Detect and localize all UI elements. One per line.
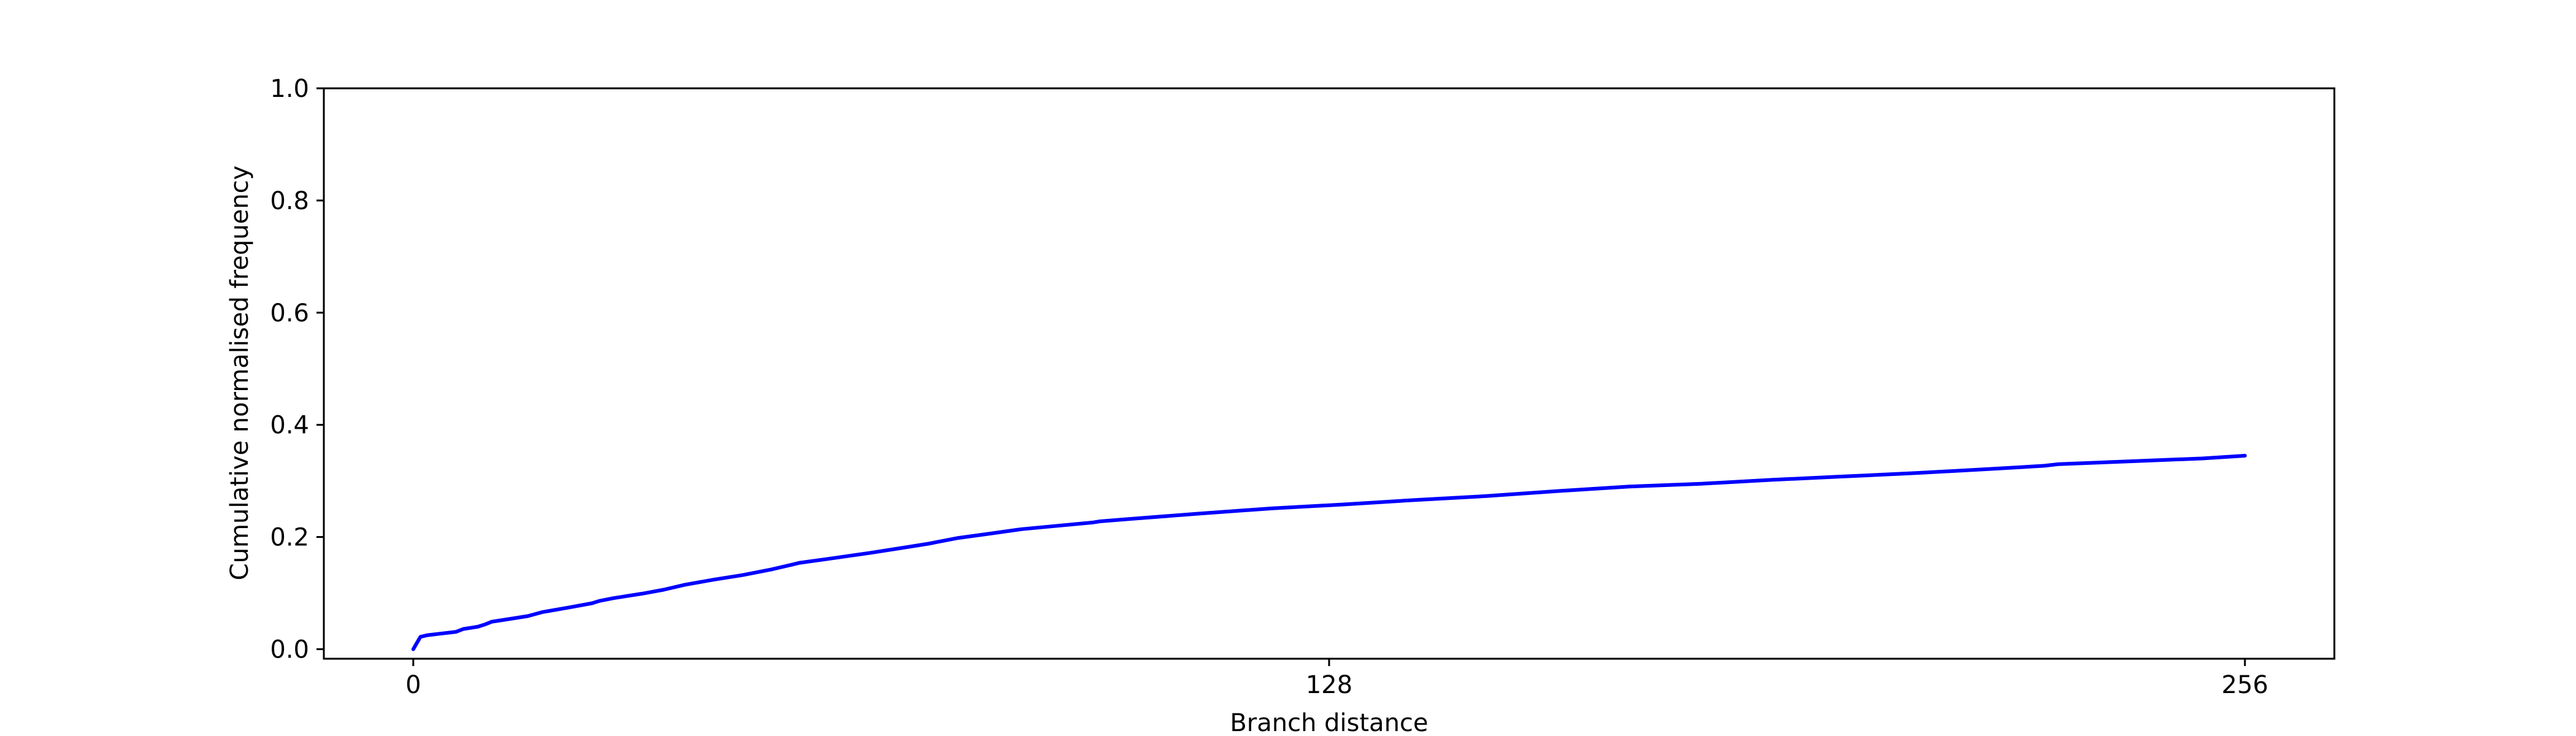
y-tick-label: 0.0 bbox=[270, 635, 309, 664]
y-tick-label: 0.6 bbox=[270, 299, 309, 328]
x-tick-label: 0 bbox=[405, 671, 421, 699]
plot-frame bbox=[323, 87, 2336, 660]
y-tick-label: 0.4 bbox=[270, 412, 309, 440]
y-axis-label: Cumulative normalised frequency bbox=[226, 166, 254, 580]
plot-area bbox=[411, 454, 2247, 651]
cumulative-frequency-line bbox=[411, 454, 2247, 651]
y-tick-label: 1.0 bbox=[270, 75, 309, 103]
x-axis: 0 128 256 bbox=[405, 659, 2268, 699]
y-tick-label: 0.8 bbox=[270, 187, 309, 215]
y-axis: 0.0 0.2 0.4 0.6 0.8 1.0 bbox=[270, 75, 324, 664]
x-tick-label: 256 bbox=[2221, 671, 2268, 699]
x-axis-label: Branch distance bbox=[1230, 709, 1428, 736]
y-tick-label: 0.2 bbox=[270, 524, 309, 552]
x-tick-label: 128 bbox=[1306, 671, 1352, 699]
